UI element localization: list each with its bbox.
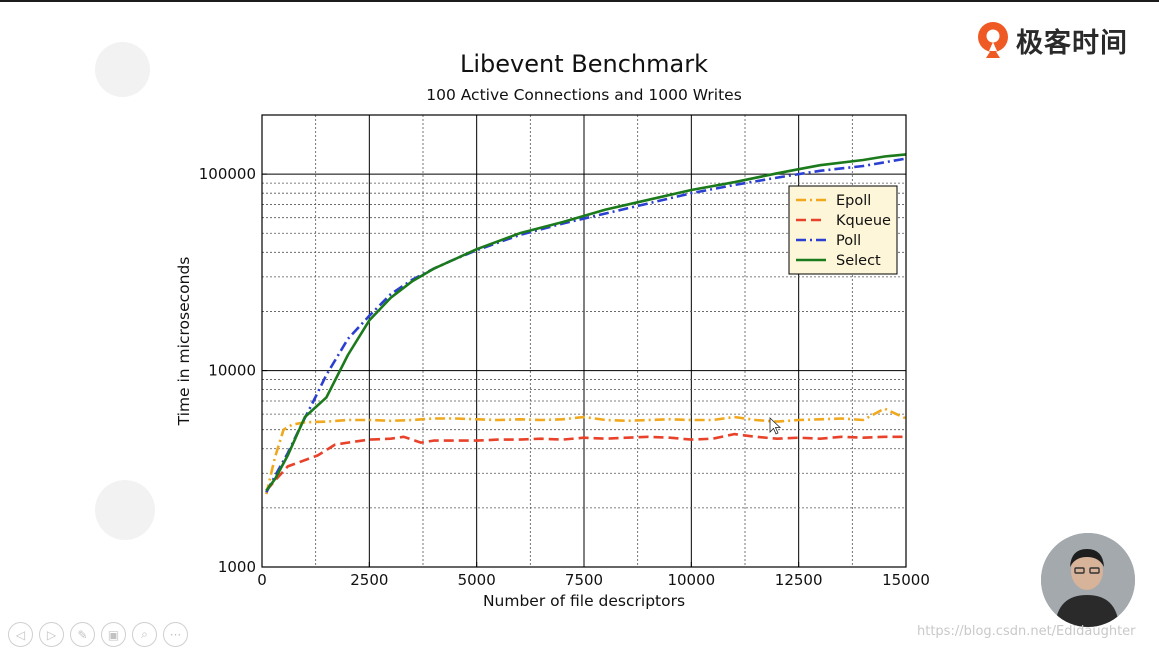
y-tick-label: 10000 <box>208 362 256 380</box>
zoom-icon: ⌕ <box>141 627 148 641</box>
x-tick-label: 7500 <box>565 571 603 589</box>
x-tick-label: 15000 <box>882 571 930 589</box>
slides-icon: ▣ <box>107 627 120 642</box>
more-icon: ··· <box>169 627 182 642</box>
brand-name: 极客时间 <box>1016 27 1128 59</box>
pen-icon: ✎ <box>77 627 88 642</box>
x-tick-label: 5000 <box>458 571 496 589</box>
faded-background-graphic <box>95 42 150 97</box>
x-axis-label: Number of file descriptors <box>483 592 685 610</box>
chart-subtitle: 100 Active Connections and 1000 Writes <box>426 86 742 104</box>
chart-title: Libevent Benchmark <box>460 50 708 78</box>
series-line-kqueue <box>265 432 906 492</box>
series-line-epoll <box>265 407 907 495</box>
x-tick-label: 2500 <box>350 571 388 589</box>
next-icon: ▷ <box>46 627 57 642</box>
brand-logo: 极客时间 <box>975 20 1128 60</box>
x-tick-label: 10000 <box>667 571 715 589</box>
legend-label-poll: Poll <box>836 233 861 249</box>
x-tick-label: 0 <box>257 571 267 589</box>
zoom-button[interactable]: ⌕ <box>132 622 157 647</box>
faded-background-graphic <box>95 480 155 540</box>
slides-button[interactable]: ▣ <box>101 622 126 647</box>
y-tick-label: 100000 <box>199 165 256 183</box>
x-tick-label: 12500 <box>775 571 823 589</box>
source-watermark: https://blog.csdn.net/Edidaughter <box>917 624 1136 639</box>
prev-icon: ◁ <box>15 627 26 642</box>
presenter-avatar-icon <box>1041 533 1135 627</box>
series-line-select <box>265 153 907 492</box>
window-top-border <box>0 0 1159 2</box>
legend-label-kqueue: Kqueue <box>836 213 891 229</box>
prev-button[interactable]: ◁ <box>8 622 33 647</box>
next-button[interactable]: ▷ <box>39 622 64 647</box>
presenter-webcam <box>1041 533 1135 627</box>
y-tick-label: 1000 <box>218 558 256 576</box>
geektime-logo-icon <box>978 22 1008 58</box>
mouse-cursor-icon <box>769 417 782 435</box>
slide-controls: ◁ ▷ ✎ ▣ ⌕ ··· <box>8 622 188 647</box>
legend-label-epoll: Epoll <box>836 193 871 209</box>
more-button[interactable]: ··· <box>163 622 188 647</box>
legend-label-select: Select <box>836 253 881 269</box>
y-axis-label: Time in microseconds <box>175 257 193 427</box>
pen-button[interactable]: ✎ <box>70 622 95 647</box>
